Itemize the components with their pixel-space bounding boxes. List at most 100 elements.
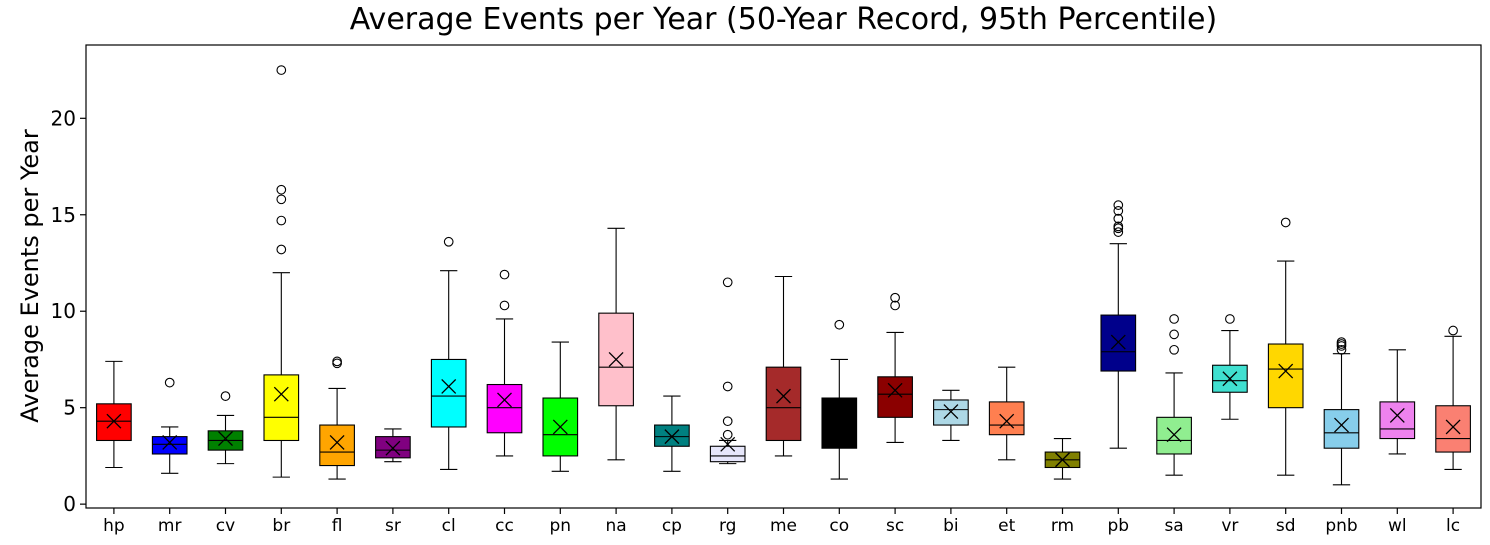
plot-frame [85, 44, 1482, 509]
mean-marker [1222, 371, 1238, 387]
outlier-point [1113, 206, 1124, 216]
box-pnb [1323, 337, 1360, 486]
x-tick-label: cc [495, 516, 514, 536]
mean-marker [1389, 407, 1405, 423]
iqr-box [933, 399, 969, 426]
y-tick-label: 20 [51, 106, 76, 130]
x-tick-label: cp [662, 516, 682, 536]
outlier-point [499, 300, 510, 311]
y-tick-label: 5 [63, 396, 76, 420]
mean-marker [1278, 363, 1294, 379]
outlier-point [1169, 314, 1179, 324]
outlier-point [276, 244, 287, 255]
x-tick-label: pnb [1325, 516, 1357, 536]
x-tick-label: sc [886, 516, 904, 536]
mean-marker [1334, 417, 1349, 433]
iqr-box [1323, 409, 1360, 449]
mean-marker [1110, 334, 1126, 350]
mean-marker [776, 388, 791, 404]
iqr-box [1379, 401, 1416, 440]
x-tick-label: rm [1051, 516, 1074, 536]
x-tick-label: wl [1388, 516, 1407, 536]
iqr-box [877, 376, 913, 418]
iqr-box [263, 374, 300, 442]
outlier-point [332, 358, 342, 369]
outlier-point [1113, 213, 1124, 224]
iqr-box [1435, 405, 1471, 453]
outlier-point [276, 184, 287, 195]
x-tick-label: rg [719, 516, 736, 536]
mean-marker [385, 440, 401, 456]
box-hp [96, 360, 132, 469]
box-bi [933, 389, 969, 442]
x-tick-label: cv [216, 516, 235, 536]
box-sc [877, 292, 913, 443]
x-tick-label: bi [943, 516, 959, 536]
iqr-box [821, 397, 858, 449]
mean-marker [1055, 452, 1070, 468]
y-axis-ticks: 0 5 10 15 20 [51, 106, 86, 516]
mean-marker [831, 407, 847, 423]
outlier-point [332, 356, 342, 367]
box-cl [430, 236, 467, 470]
mean-marker [218, 431, 233, 447]
box-et [988, 366, 1025, 461]
mean-marker [552, 419, 568, 435]
mean-marker [887, 382, 903, 398]
outlier-point [499, 269, 510, 280]
x-tick-label: me [770, 516, 797, 536]
mean-marker [1445, 419, 1461, 435]
box-sd [1267, 217, 1304, 476]
iqr-box [319, 424, 355, 467]
x-axis-ticks: hp mr cv br fl sr cl cc pn na cp rg me co sc bi et rm pb sa… [103, 508, 1460, 536]
outlier-point [1169, 329, 1179, 340]
box-cc [486, 269, 523, 457]
box-lc [1435, 325, 1471, 470]
outlier-point [722, 429, 733, 440]
box-mr [151, 377, 188, 474]
outlier-point [220, 391, 231, 401]
x-tick-label: sr [385, 516, 401, 536]
iqr-box [709, 445, 746, 463]
x-tick-label: mr [158, 516, 182, 536]
x-tick-label: pn [550, 516, 572, 536]
box-pb [1100, 200, 1137, 449]
box-me [765, 275, 802, 457]
iqr-box [1267, 343, 1304, 409]
outlier-point [1225, 314, 1235, 324]
box-rg [709, 277, 746, 465]
box-sa [1156, 314, 1192, 476]
iqr-box [988, 401, 1025, 436]
outlier-point [1113, 227, 1124, 237]
x-tick-label: co [829, 516, 849, 536]
iqr-box [1100, 314, 1137, 372]
mean-marker [720, 436, 736, 452]
x-tick-label: vr [1221, 516, 1238, 536]
mean-marker [273, 386, 289, 402]
x-tick-label: br [272, 516, 290, 536]
y-tick-label: 10 [51, 299, 76, 323]
x-tick-label: pb [1108, 516, 1130, 536]
outlier-point [1336, 339, 1347, 349]
x-tick-label: hp [103, 516, 125, 536]
box-pn [542, 341, 579, 472]
x-tick-label: fl [332, 516, 343, 536]
x-tick-label: na [605, 516, 626, 536]
iqr-box [1156, 416, 1192, 455]
x-tick-label: sa [1164, 516, 1183, 536]
outlier-point [443, 236, 454, 247]
outlier-point [1169, 344, 1179, 355]
iqr-box [151, 436, 188, 455]
mean-marker [106, 413, 122, 429]
outlier-point [834, 319, 845, 330]
outlier-point [1280, 217, 1291, 228]
outlier-point [1113, 221, 1124, 232]
box-cv [207, 391, 244, 465]
mean-marker [999, 413, 1015, 429]
mean-marker [162, 434, 178, 450]
box-rm [1044, 437, 1081, 480]
outlier-point [164, 377, 175, 388]
box-cp [654, 395, 690, 472]
outlier-point [1113, 200, 1124, 210]
